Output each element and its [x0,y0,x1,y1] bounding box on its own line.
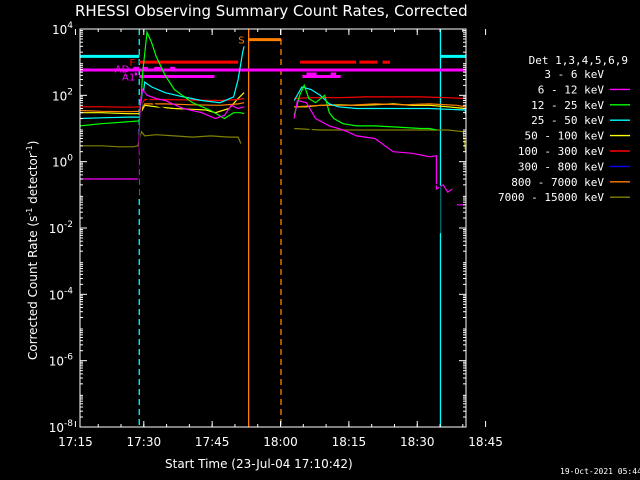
legend-label-5: 100 - 300 keV [518,145,604,158]
tick-layer: 17:15 17:30 17:45 18:00 18:15 18:30 18:45 104 10… [49,21,503,449]
obs-bar-label-1: S [238,36,244,47]
y-axis-label-end: ) [26,141,40,146]
y-tick-label-6: 10-8 [49,419,74,435]
series-line-0 [80,127,466,154]
x-tick-label-0: 17:15 [58,435,93,449]
series-layer [80,29,466,234]
date-stamp: 19-Oct-2021 05:44 [560,467,640,476]
legend-label-0: 3 - 6 keV [544,68,604,81]
x-tick-label-4: 18:15 [332,435,367,449]
legend-label-1: 6 - 12 keV [538,83,605,96]
x-tick-label-6: 18:45 [468,435,503,449]
legend-label-2: 12 - 25 keV [531,99,604,112]
y-axis-label: Corrected Count Rate (s-1 detector-1) [25,141,40,360]
annotation-layer [80,29,466,427]
y-axis-label-mid: detector [26,153,40,208]
legend-label-3: 25 - 50 keV [531,114,604,127]
legend-label-8: 7000 - 15000 keV [498,191,604,204]
y-tick-label-1: 102 [52,87,73,103]
y-axis-label-main: Corrected Count Rate (s [26,216,40,360]
series-line-4 [80,46,466,120]
x-axis-label: Start Time (23-Jul-04 17:10:42) [165,457,353,471]
legend-label-6: 300 - 800 keV [518,160,604,173]
y-tick-label-3: 10-2 [49,220,73,236]
y-tick-label-5: 10-6 [49,353,74,369]
series-line-5 [80,29,437,131]
y-axis-label-sup2: -1 [25,145,34,153]
x-tick-label-5: 18:30 [400,435,435,449]
obs-bar-label-2: F [129,58,135,69]
chart-title: RHESSI Observing Summary Count Rates, Co… [75,2,468,20]
y-tick-label-0: 104 [52,21,73,37]
x-tick-label-1: 17:30 [127,435,162,449]
series-line-6 [80,88,466,206]
x-tick-label-2: 17:45 [195,435,230,449]
legend: Det 1,3,4,5,6,93 - 6 keV 6 - 12 keV 12 - 2… [498,54,630,204]
series-line-3 [80,96,466,108]
obs-bar-label-5: A1 [122,72,135,83]
y-tick-label-2: 100 [52,154,73,170]
plot-frame [79,28,467,428]
obs-bar-label-3: AD [115,64,130,75]
y-axis-label-sup1: -1 [25,208,34,216]
series-line-1 [80,92,466,115]
x-tick-label-3: 18:00 [263,435,298,449]
legend-label-4: 50 - 100 keV [525,130,605,143]
legend-header: Det 1,3,4,5,6,9 [529,54,628,67]
y-tick-label-4: 10-4 [49,286,74,302]
legend-label-7: 800 - 7000 keV [511,176,604,189]
series-line-7 [138,90,441,234]
